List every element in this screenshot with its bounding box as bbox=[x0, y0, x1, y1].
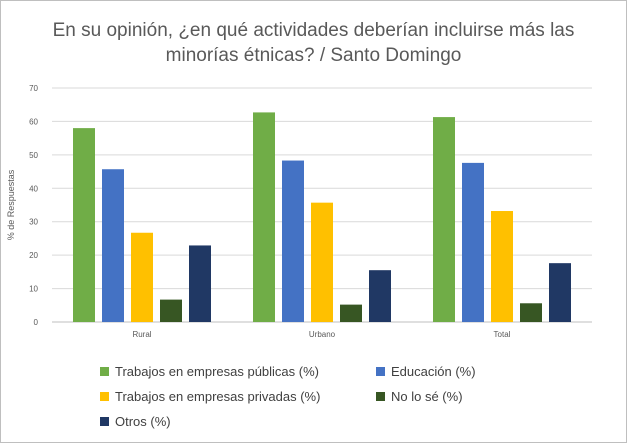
bar bbox=[462, 162, 484, 322]
bar bbox=[189, 245, 211, 322]
bar bbox=[73, 128, 95, 322]
bar bbox=[369, 270, 391, 322]
y-tick-label: 20 bbox=[29, 251, 38, 260]
bar bbox=[433, 117, 455, 322]
y-axis-label: % de Respuestas bbox=[6, 169, 16, 240]
chart-title: En su opinión, ¿en qué actividades deber… bbox=[0, 18, 627, 68]
bar bbox=[520, 303, 542, 322]
bar bbox=[549, 263, 571, 322]
y-tick-label: 40 bbox=[29, 184, 38, 193]
bar bbox=[340, 304, 362, 322]
y-tick-label: 30 bbox=[29, 218, 38, 227]
bar bbox=[253, 112, 275, 322]
bar bbox=[282, 160, 304, 322]
x-category-label: Rural bbox=[132, 330, 151, 339]
chart-title-line-1: En su opinión, ¿en qué actividades deber… bbox=[52, 20, 575, 41]
x-category-label: Urbano bbox=[309, 330, 336, 339]
x-category-label: Total bbox=[494, 330, 511, 339]
y-tick-label: 0 bbox=[34, 318, 39, 327]
y-tick-label: 70 bbox=[29, 84, 38, 93]
y-tick-label: 50 bbox=[29, 151, 38, 160]
chart-title-line-2: minorías étnicas? / Santo Domingo bbox=[165, 45, 462, 66]
bar bbox=[102, 169, 124, 322]
bar bbox=[160, 299, 182, 322]
y-tick-label: 60 bbox=[29, 117, 38, 126]
bar bbox=[311, 202, 333, 322]
bar bbox=[131, 232, 153, 322]
y-tick-label: 10 bbox=[29, 285, 38, 294]
bar bbox=[491, 211, 513, 322]
